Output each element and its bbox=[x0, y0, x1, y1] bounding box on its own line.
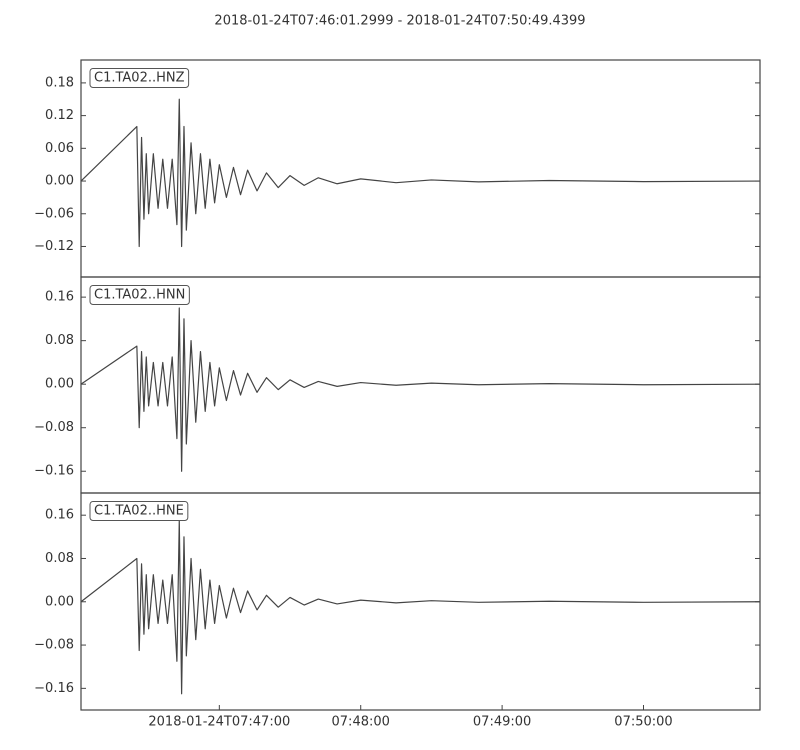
x-tick-label: 2018-01-24T07:47:00 bbox=[148, 715, 290, 730]
trace-label-box bbox=[89, 285, 190, 305]
y-tick-label: −0.08 bbox=[34, 638, 74, 653]
y-tick-label: 0.12 bbox=[45, 108, 74, 123]
y-tick-label: 0.06 bbox=[45, 141, 74, 156]
y-tick-label: −0.12 bbox=[34, 239, 74, 254]
y-tick-label: 0.00 bbox=[45, 377, 74, 392]
y-tick-label: 0.16 bbox=[45, 290, 74, 305]
trace-label-box bbox=[89, 68, 190, 88]
x-tick-label: 07:48:00 bbox=[332, 715, 390, 730]
trace-label-box bbox=[89, 501, 189, 521]
trace-label: C1.TA02..HNZ bbox=[94, 71, 185, 86]
trace bbox=[80, 307, 761, 472]
x-tick-label: 07:50:00 bbox=[614, 715, 672, 730]
y-tick-label: −0.08 bbox=[34, 420, 74, 435]
y-tick-label: −0.16 bbox=[34, 464, 74, 479]
y-tick-label: −0.06 bbox=[34, 206, 74, 221]
trace-label: C1.TA02..HNN bbox=[94, 288, 185, 303]
trace-label: C1.TA02..HNE bbox=[94, 504, 184, 519]
y-tick-label: 0.08 bbox=[45, 333, 74, 348]
y-tick-label: 0.16 bbox=[45, 508, 74, 523]
trace bbox=[80, 98, 761, 248]
trace bbox=[80, 520, 761, 695]
chart-title: 2018-01-24T07:46:01.2999 - 2018-01-24T07… bbox=[214, 14, 585, 29]
y-tick-label: 0.00 bbox=[45, 174, 74, 189]
y-tick-label: 0.08 bbox=[45, 551, 74, 566]
y-tick-label: 0.18 bbox=[45, 75, 74, 90]
y-tick-label: −0.16 bbox=[34, 681, 74, 696]
y-tick-label: 0.00 bbox=[45, 594, 74, 609]
x-tick-label: 07:49:00 bbox=[473, 715, 531, 730]
